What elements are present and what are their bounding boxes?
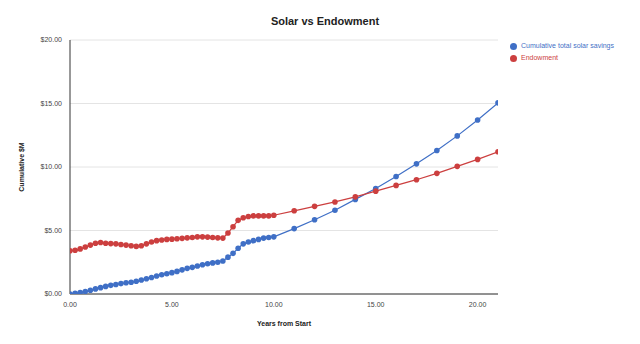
svg-text:5.00: 5.00 [165, 301, 179, 308]
html-text:Solar vs Endowment: Solar vs Endowment [270, 15, 380, 27]
svg-text:$0.00: $0.00 [44, 290, 62, 297]
svg-text:Years from Start: Years from Start [257, 320, 312, 327]
html-text:Endowment: Endowment [521, 54, 558, 61]
svg-text:$10.00: $10.00 [41, 163, 63, 170]
svg-text:$15.00: $15.00 [41, 100, 63, 107]
svg-text:$20.00: $20.00 [41, 36, 63, 43]
svg-text:$5.00: $5.00 [44, 227, 62, 234]
svg-text:15.00: 15.00 [367, 301, 385, 308]
svg-text:0.00: 0.00 [63, 301, 77, 308]
html-text:Cumulative total solar savings: Cumulative total solar savings [521, 42, 614, 49]
svg-text:Cumulative $M: Cumulative $M [18, 142, 26, 192]
svg-text:20.00: 20.00 [469, 301, 487, 308]
svg-text:10.00: 10.00 [265, 301, 283, 308]
